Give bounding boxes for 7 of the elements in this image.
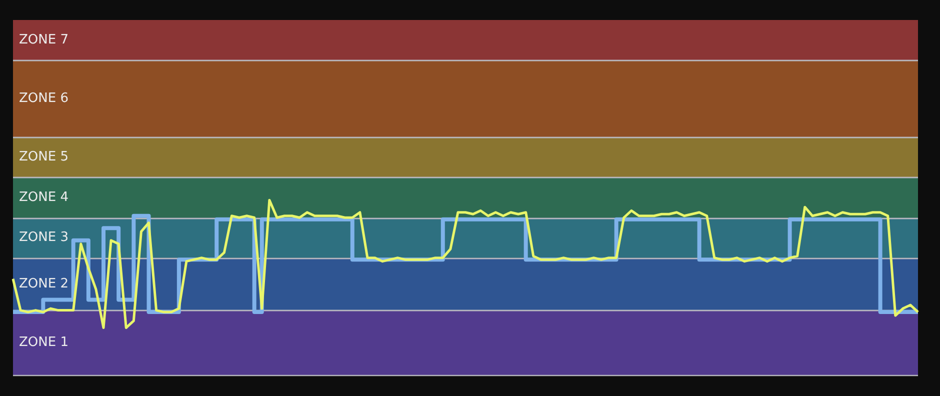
band-label: ZONE 7 bbox=[19, 32, 68, 48]
band-label: ZONE 3 bbox=[19, 230, 68, 246]
band-label: ZONE 4 bbox=[19, 190, 68, 205]
band-label: ZONE 1 bbox=[19, 335, 68, 350]
band-label: ZONE 6 bbox=[19, 91, 68, 106]
band-label: ZONE 2 bbox=[19, 276, 68, 292]
band-label: ZONE 5 bbox=[19, 150, 68, 165]
